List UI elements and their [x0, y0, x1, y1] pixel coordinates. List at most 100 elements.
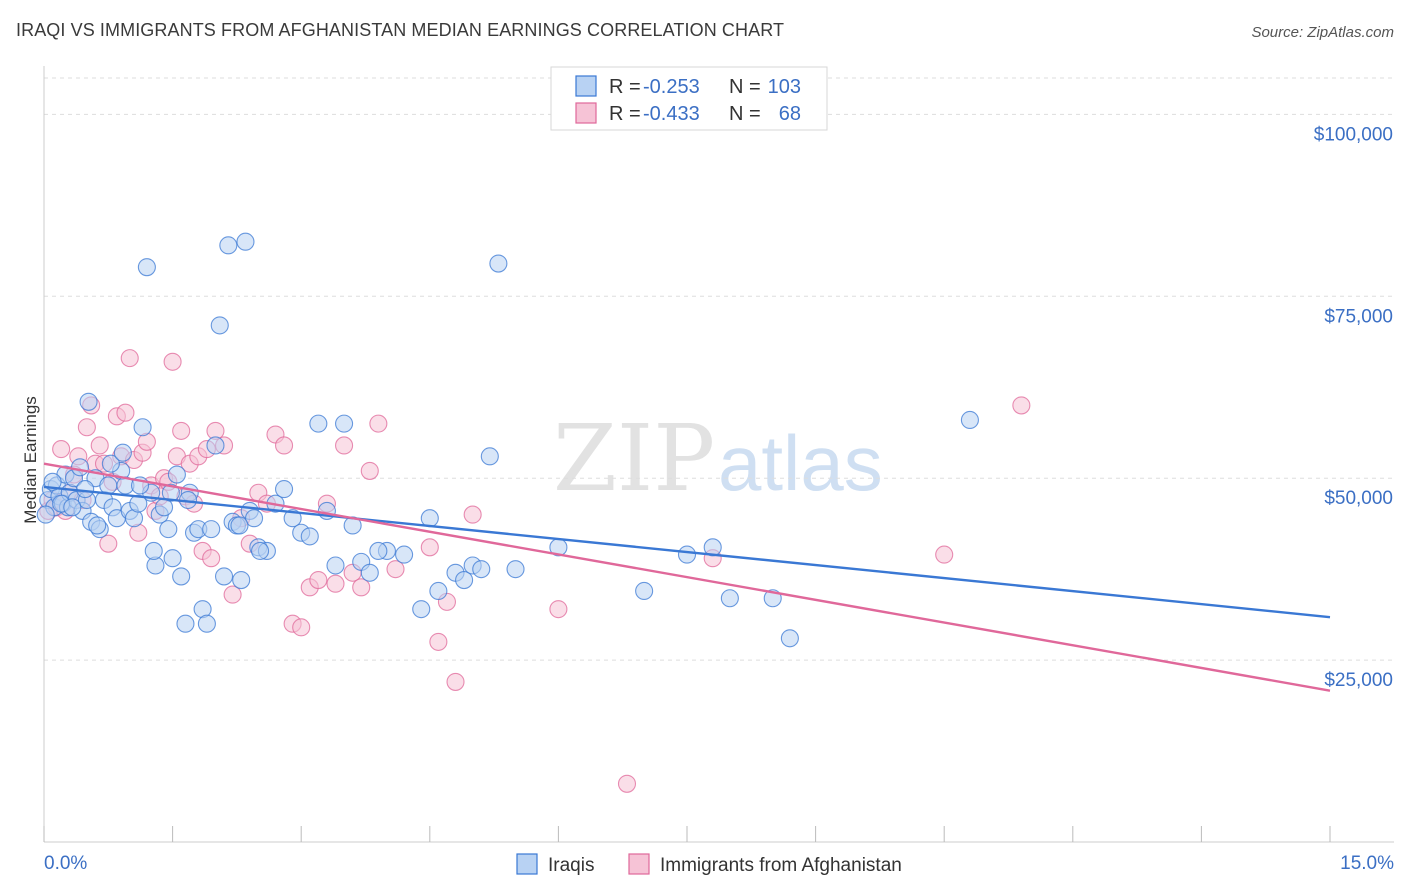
- iraqi-point-28: [137, 258, 156, 277]
- bottom-legend-afghan: Immigrants from Afghanistan: [660, 855, 902, 876]
- legend-iraqi-n-label: N =: [729, 76, 761, 98]
- source-label: Source: ZipAtlas.com: [1251, 24, 1394, 41]
- legend-afghan-r-value: -0.433: [643, 103, 700, 125]
- iraqi-point-14: [79, 392, 98, 411]
- legend-swatch-afghan: [575, 102, 597, 124]
- iraqi-point-85: [780, 629, 799, 648]
- iraqi-point-102: [369, 541, 388, 561]
- afghan-point-68: [935, 545, 954, 564]
- afghan-trend-line: [43, 462, 1331, 692]
- afghan-point-12: [90, 436, 109, 455]
- iraqi-point-83: [720, 589, 739, 608]
- watermark-zip: ZIP: [553, 405, 715, 512]
- iraqi-point-99: [230, 516, 249, 535]
- afghan-point-69: [1012, 396, 1031, 415]
- iraqi-point-87: [36, 505, 55, 524]
- afghan-point-66: [617, 774, 637, 793]
- bottom-legend-swatch-iraqi: [516, 853, 538, 875]
- iraqi-point-77: [489, 254, 508, 273]
- afghan-point-63: [446, 672, 465, 691]
- afghan-point-19: [120, 349, 139, 368]
- iraqi-point-73: [455, 571, 474, 590]
- afghan-point-14: [99, 534, 118, 553]
- iraqi-point-70: [420, 509, 439, 528]
- afghan-point-57: [360, 461, 379, 480]
- afghan-point-59: [386, 560, 405, 579]
- afghan-point-9: [77, 418, 96, 437]
- y-tick-label-3: $100,000: [1314, 124, 1393, 145]
- iraqi-point-47: [219, 236, 238, 255]
- iraqi-point-63: [335, 414, 354, 433]
- legend: R = -0.253 N = 103 R = -0.433 N = 68: [550, 66, 828, 131]
- iraqi-point-86: [960, 410, 979, 430]
- afghan-point-49: [292, 618, 311, 637]
- legend-iraqi-n-value: 103: [768, 76, 801, 98]
- iraqi-point-69: [412, 600, 431, 619]
- bottom-legend: Iraqis Immigrants from Afghanistan: [516, 853, 902, 876]
- y-tick-label-2: $75,000: [1324, 306, 1393, 327]
- iraqi-point-45: [210, 316, 229, 335]
- x-tick-label-max: 15.0%: [1340, 853, 1394, 874]
- afghan-point-29: [163, 352, 182, 371]
- axes: [43, 66, 1394, 843]
- legend-afghan-n-value: 68: [779, 103, 801, 125]
- iraqi-point-42: [197, 614, 216, 633]
- iraqi-point-58: [283, 509, 302, 528]
- iraqi-point-35: [167, 465, 186, 484]
- iraqi-point-33: [159, 520, 178, 539]
- iraqi-point-27: [133, 418, 152, 437]
- iraqi-point-97: [161, 483, 180, 502]
- iraqi-point-37: [176, 614, 195, 633]
- legend-box: [550, 66, 828, 131]
- iraqi-point-43: [202, 520, 221, 539]
- legend-iraqi-r-value: -0.253: [643, 76, 700, 98]
- afghan-point-41: [223, 585, 242, 604]
- iraqi-point-100: [250, 541, 270, 561]
- iraqi-point-50: [232, 571, 251, 590]
- iraqi-point-44: [206, 436, 225, 455]
- legend-swatch-iraqi: [575, 75, 597, 97]
- afghan-point-3: [52, 440, 71, 459]
- afghan-point-64: [463, 505, 482, 524]
- iraqi-point-34: [163, 549, 182, 568]
- iraqi-point-94: [113, 443, 132, 462]
- legend-afghan-r-label: R =: [609, 103, 641, 125]
- iraqi-point-75: [472, 560, 491, 579]
- afghan-point-18: [116, 403, 135, 422]
- y-tick-label-0: $25,000: [1324, 670, 1393, 691]
- afghan-point-60: [420, 538, 439, 557]
- iraqi-point-96: [144, 541, 163, 561]
- iraqi-point-76: [480, 447, 499, 466]
- y-axis-title: Median Earnings: [21, 396, 40, 524]
- iraqi-point-19: [99, 476, 118, 495]
- afghan-point-38: [202, 549, 221, 568]
- iraqi-point-36: [172, 567, 191, 586]
- iraqi-point-90: [63, 498, 82, 517]
- iraqi-point-51: [236, 232, 255, 251]
- afghan-point-31: [172, 421, 191, 440]
- afghan-point-65: [549, 600, 568, 619]
- iraqi-point-78: [506, 560, 525, 579]
- iraqi-point-62: [326, 556, 345, 575]
- x-tick-label-min: 0.0%: [44, 853, 87, 874]
- iraqi-point-68: [395, 545, 414, 564]
- afghan-point-47: [275, 436, 294, 455]
- iraqi-point-88: [43, 472, 62, 491]
- afghan-point-56: [352, 578, 371, 597]
- bottom-legend-iraqi: Iraqis: [548, 855, 594, 876]
- chart-title: IRAQI VS IMMIGRANTS FROM AFGHANISTAN MED…: [16, 20, 785, 40]
- afghan-point-54: [335, 436, 354, 455]
- legend-afghan-n-label: N =: [729, 103, 761, 125]
- afghan-point-58: [369, 414, 388, 433]
- afghan-point-51: [309, 571, 328, 590]
- iraqi-point-46: [214, 567, 234, 586]
- afghan-point-53: [326, 574, 345, 593]
- trend-lines: [43, 462, 1331, 692]
- y-tick-labels: $25,000 $50,000 $75,000 $100,000: [1314, 124, 1393, 691]
- iraqi-point-26: [129, 494, 148, 513]
- iraqi-point-53: [244, 509, 264, 528]
- iraqi-point-93: [101, 454, 120, 473]
- iraqi-point-91: [76, 480, 95, 499]
- legend-iraqi-r-label: R =: [609, 76, 641, 98]
